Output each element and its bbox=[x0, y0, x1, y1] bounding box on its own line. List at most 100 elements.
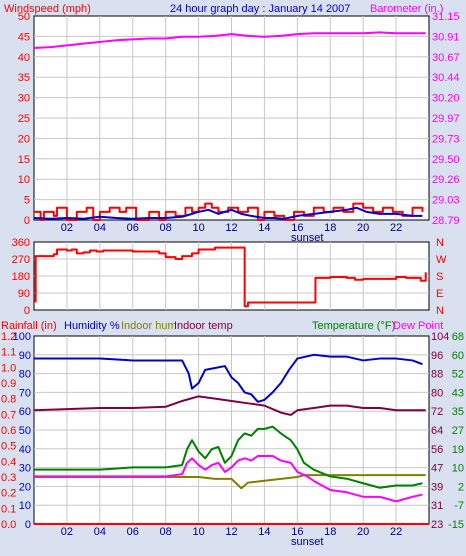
windspeed-axis-title: Windspeed (mph) bbox=[4, 3, 91, 15]
y-tick-label-temperature: 27 bbox=[452, 425, 464, 437]
x-tick-label: 18 bbox=[324, 526, 336, 538]
y-tick-label-degrees: 360 bbox=[12, 237, 30, 249]
series-line-dew-point bbox=[34, 455, 423, 503]
y-tick-label-temperature: 19 bbox=[452, 444, 464, 456]
grid-wind bbox=[34, 16, 429, 220]
axis-ticks-temperature: 02 04 06 08 10 12 14 16 18 20 22sunset0.00.10.20.3… bbox=[1, 331, 464, 548]
y-tick-label-compass: E bbox=[436, 288, 443, 300]
x-tick-label: 12 bbox=[225, 526, 237, 538]
y-tick-label-degrees: 0 bbox=[24, 305, 30, 317]
x-tick-label: 10 bbox=[192, 222, 204, 234]
x-tick-label: 06 bbox=[127, 526, 139, 538]
x-tick-label: 20 bbox=[357, 222, 369, 234]
series-line-indoor-temp bbox=[33, 395, 426, 416]
y-tick-label-rainfall: 0.2 bbox=[1, 488, 16, 500]
y-tick-label-compass: N bbox=[436, 237, 444, 249]
y-tick-label-humidity: 20 bbox=[19, 481, 31, 493]
y-tick-label-humidity: 0 bbox=[25, 519, 31, 531]
y-tick-label-temperature: 43 bbox=[452, 387, 464, 399]
y-tick-label-rainfall: 0.8 bbox=[1, 394, 16, 406]
y-tick-label-rainfall: 0.0 bbox=[1, 519, 16, 531]
y-tick-label-rainfall: 0.6 bbox=[1, 425, 16, 437]
axis-ticks-wind: 02 04 06 08 10 12 14 16 18 20 22 sunset 0 5 10 15 20 25 30… bbox=[18, 11, 460, 244]
grid-direction bbox=[34, 242, 429, 310]
y-tick-label-indoor-temp: 88 bbox=[431, 369, 443, 381]
y-tick-label-compass: N bbox=[436, 305, 444, 317]
y-tick-label-barometer: 29.97 bbox=[432, 113, 460, 125]
x-tick-label: 08 bbox=[160, 222, 172, 234]
y-tick-label-temperature: 10 bbox=[452, 463, 464, 475]
humidity-axis-title: Humidity % bbox=[64, 320, 120, 332]
y-tick-label-indoor-temp: 96 bbox=[431, 350, 443, 362]
y-tick-label-indoor-temp: 23 bbox=[431, 519, 443, 531]
x-tick-label: 08 bbox=[160, 526, 172, 538]
y-tick-label-humidity: 100 bbox=[13, 331, 31, 343]
barometer-axis-title: Barometer (in.) bbox=[370, 3, 443, 15]
y-tick-label-degrees: 90 bbox=[18, 288, 30, 300]
y-tick-label-barometer: 29.50 bbox=[432, 154, 460, 166]
x-axis-label: sunset bbox=[291, 536, 323, 548]
x-tick-label: 22 bbox=[390, 526, 402, 538]
y-tick-label-barometer: 30.44 bbox=[432, 72, 460, 84]
y-tick-label-indoor-temp: 72 bbox=[431, 406, 443, 418]
y-tick-label-windspeed: 0 bbox=[24, 215, 30, 227]
y-tick-label-indoor-temp: 31 bbox=[431, 500, 443, 512]
y-tick-label-rainfall: 0.4 bbox=[1, 456, 16, 468]
y-tick-label-indoor-temp: 39 bbox=[431, 481, 443, 493]
y-tick-label-barometer: 28.79 bbox=[432, 215, 460, 227]
temperature-axis-title: Temperature (°F) bbox=[312, 320, 395, 332]
x-tick-label: 20 bbox=[357, 526, 369, 538]
y-tick-label-humidity: 40 bbox=[19, 444, 31, 456]
y-tick-label-barometer: 30.67 bbox=[432, 52, 460, 64]
y-tick-label-rainfall: 0.9 bbox=[1, 378, 16, 390]
y-tick-label-degrees: 180 bbox=[12, 271, 30, 283]
y-tick-label-rainfall: 0.7 bbox=[1, 409, 16, 421]
y-tick-label-rainfall: 1.1 bbox=[1, 347, 16, 359]
y-tick-label-temperature: 52 bbox=[452, 369, 464, 381]
x-tick-label: 18 bbox=[324, 222, 336, 234]
series-wind-barometer bbox=[33, 31, 426, 221]
y-tick-label-barometer: 29.73 bbox=[432, 133, 460, 145]
y-tick-label-windspeed: 30 bbox=[18, 93, 30, 105]
y-tick-label-humidity: 10 bbox=[19, 500, 31, 512]
series-line-humidity bbox=[34, 353, 423, 403]
x-tick-label: 06 bbox=[127, 222, 139, 234]
y-tick-label-indoor-temp: 47 bbox=[431, 463, 443, 475]
y-tick-label-indoor-temp: 64 bbox=[431, 425, 443, 437]
x-tick-label: 02 bbox=[61, 526, 73, 538]
x-tick-label: 16 bbox=[291, 526, 303, 538]
y-tick-label-rainfall: 1.2 bbox=[1, 331, 16, 343]
y-tick-label-windspeed: 40 bbox=[18, 52, 30, 64]
x-tick-label: 16 bbox=[291, 222, 303, 234]
series-line-gust bbox=[33, 206, 423, 220]
y-tick-label-compass: W bbox=[436, 254, 447, 266]
series-line-temperature-f bbox=[34, 425, 423, 489]
series-temperature bbox=[33, 353, 429, 525]
y-tick-label-temperature: 60 bbox=[452, 350, 464, 362]
y-tick-label-humidity: 80 bbox=[19, 369, 31, 381]
x-axis-label: sunset bbox=[291, 232, 323, 244]
y-tick-label-indoor-temp: 80 bbox=[431, 387, 443, 399]
y-tick-label-indoor-temp: 104 bbox=[431, 331, 449, 343]
x-tick-label: 04 bbox=[94, 222, 106, 234]
x-tick-label: 22 bbox=[390, 222, 402, 234]
series-line-barometer bbox=[33, 31, 426, 49]
y-tick-label-barometer: 29.03 bbox=[432, 195, 460, 207]
y-tick-label-indoor-temp: 56 bbox=[431, 444, 443, 456]
y-tick-label-rainfall: 0.3 bbox=[1, 472, 16, 484]
series-direction bbox=[34, 246, 427, 308]
y-tick-label-windspeed: 50 bbox=[18, 11, 30, 23]
y-tick-label-humidity: 90 bbox=[19, 350, 31, 362]
y-tick-label-rainfall: 0.1 bbox=[1, 503, 16, 515]
indoor-hum-axis-title: Indoor hum bbox=[121, 320, 177, 332]
chart-title: 24 hour graph day : January 14 2007 bbox=[170, 3, 350, 15]
y-tick-label-humidity: 70 bbox=[19, 387, 31, 399]
x-tick-label: 10 bbox=[192, 526, 204, 538]
y-tick-label-windspeed: 10 bbox=[18, 174, 30, 186]
y-tick-label-barometer: 30.91 bbox=[432, 31, 460, 43]
y-tick-label-temperature: 2 bbox=[458, 481, 464, 493]
x-tick-label: 14 bbox=[258, 222, 270, 234]
y-tick-label-humidity: 50 bbox=[19, 425, 31, 437]
y-tick-label-rainfall: 0.5 bbox=[1, 441, 16, 453]
